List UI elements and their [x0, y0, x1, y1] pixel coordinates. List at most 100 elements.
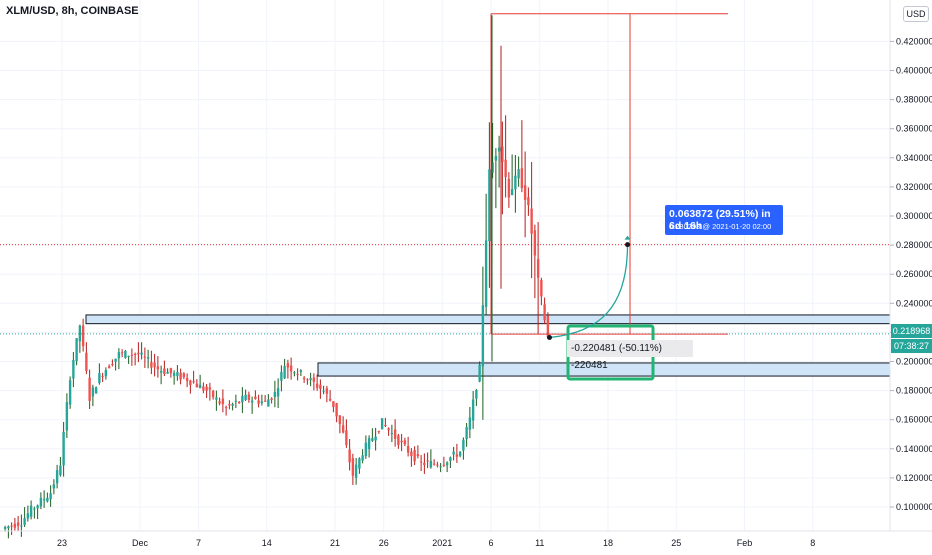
- candle-body: [211, 390, 215, 398]
- candle-body: [380, 418, 384, 430]
- candle-body: [299, 370, 303, 372]
- candle-body: [514, 175, 517, 190]
- currency-button[interactable]: USD: [903, 6, 929, 22]
- candle-body: [146, 357, 150, 359]
- candle-body: [462, 439, 465, 451]
- candle-body: [13, 523, 17, 528]
- x-tick-label: 6: [488, 538, 493, 548]
- y-tick-label: 0.100000: [896, 502, 932, 512]
- candle-body: [361, 455, 364, 461]
- candle-body: [172, 373, 176, 377]
- candle-body: [374, 436, 377, 441]
- candle-body: [179, 372, 182, 380]
- x-tick-label: 11: [535, 538, 544, 548]
- candle-body: [72, 360, 75, 379]
- candle-body: [406, 446, 410, 453]
- candle-body: [445, 462, 449, 466]
- candle-body: [104, 370, 108, 377]
- measure-down-label[interactable]: -0.220481 (-50.11%) -220481: [567, 340, 693, 371]
- candle-body: [530, 208, 533, 234]
- candle-body: [302, 377, 306, 380]
- horizontal-lines: [0, 244, 890, 335]
- y-tick-label: 0.140000: [896, 444, 932, 454]
- candle-body: [107, 366, 111, 369]
- candle-body: [335, 403, 338, 417]
- candle-body: [46, 497, 49, 502]
- candle-body: [393, 429, 397, 439]
- candle-body: [7, 526, 10, 529]
- candle-body: [280, 371, 283, 381]
- candle-body: [533, 230, 537, 256]
- y-tick-label: 0.300000: [896, 211, 932, 221]
- candle-body: [423, 462, 426, 466]
- candle-body: [397, 435, 400, 446]
- candle-body: [189, 380, 192, 386]
- candle-body: [250, 400, 254, 403]
- x-tick-label: 8: [810, 538, 815, 548]
- candle-body: [65, 402, 69, 431]
- projection-start-dot: [547, 334, 552, 340]
- candle-body: [289, 365, 293, 372]
- candle-body: [94, 387, 98, 394]
- candle-body: [81, 325, 85, 347]
- candle-body: [3, 527, 7, 529]
- candle-body: [400, 440, 403, 443]
- candle-body: [436, 464, 439, 466]
- y-tick-label: 0.260000: [896, 269, 932, 279]
- candle-body: [267, 399, 270, 407]
- y-tick-label: 0.360000: [896, 124, 932, 134]
- candle-body: [20, 525, 23, 527]
- candle-body: [293, 372, 296, 374]
- candle-body: [504, 159, 507, 178]
- candle-body: [455, 454, 459, 457]
- candle-body: [449, 457, 452, 461]
- candle-body: [23, 518, 26, 525]
- drawings: [490, 13, 728, 381]
- candle-body: [55, 470, 59, 484]
- candle-body: [354, 464, 358, 478]
- candle-body: [62, 431, 65, 466]
- current-price-label: 0.218968: [891, 324, 932, 338]
- candle-body: [85, 352, 88, 372]
- candle-body: [510, 188, 514, 196]
- candle-body: [117, 352, 121, 359]
- candle-body: [309, 378, 312, 381]
- grid: [0, 0, 890, 531]
- candle-body: [478, 364, 481, 382]
- y-tick-label: 0.420000: [896, 36, 932, 46]
- candle-body: [195, 383, 199, 388]
- candle-body: [215, 397, 218, 400]
- candle-body: [371, 438, 374, 441]
- candle-body: [260, 401, 264, 404]
- candle-body: [507, 179, 511, 198]
- candle-body: [351, 458, 355, 476]
- candle-body: [156, 366, 160, 370]
- candle-body: [319, 384, 322, 389]
- candle-body: [68, 380, 72, 405]
- candle-body: [341, 425, 345, 433]
- candle-body: [36, 505, 39, 509]
- measure-up-change: 0.063872 (29.51%) in 6d 16h: [669, 208, 771, 232]
- candle-body: [202, 386, 205, 391]
- candles: [3, 15, 550, 539]
- candle-body: [205, 386, 208, 391]
- candle-body: [234, 400, 238, 402]
- x-tick-label: 25: [671, 538, 681, 548]
- candle-body: [273, 392, 277, 398]
- candle-body: [130, 354, 134, 356]
- candle-body: [166, 371, 169, 374]
- measure-up-label[interactable]: 0.063872 (29.51%) in 6d 16h 0.280298 @ 2…: [665, 205, 783, 235]
- candle-body: [520, 168, 524, 189]
- x-tick-label: 23: [57, 538, 67, 548]
- candle-body: [497, 147, 501, 152]
- support-zones: [85, 314, 891, 377]
- y-tick-label: 0.180000: [896, 386, 932, 396]
- candle-body: [143, 356, 147, 358]
- x-tick-label: 18: [603, 538, 613, 548]
- candle-body: [517, 169, 520, 179]
- y-tick-label: 0.120000: [896, 473, 932, 483]
- candle-body: [458, 451, 462, 456]
- x-tick-label: 21: [330, 538, 340, 548]
